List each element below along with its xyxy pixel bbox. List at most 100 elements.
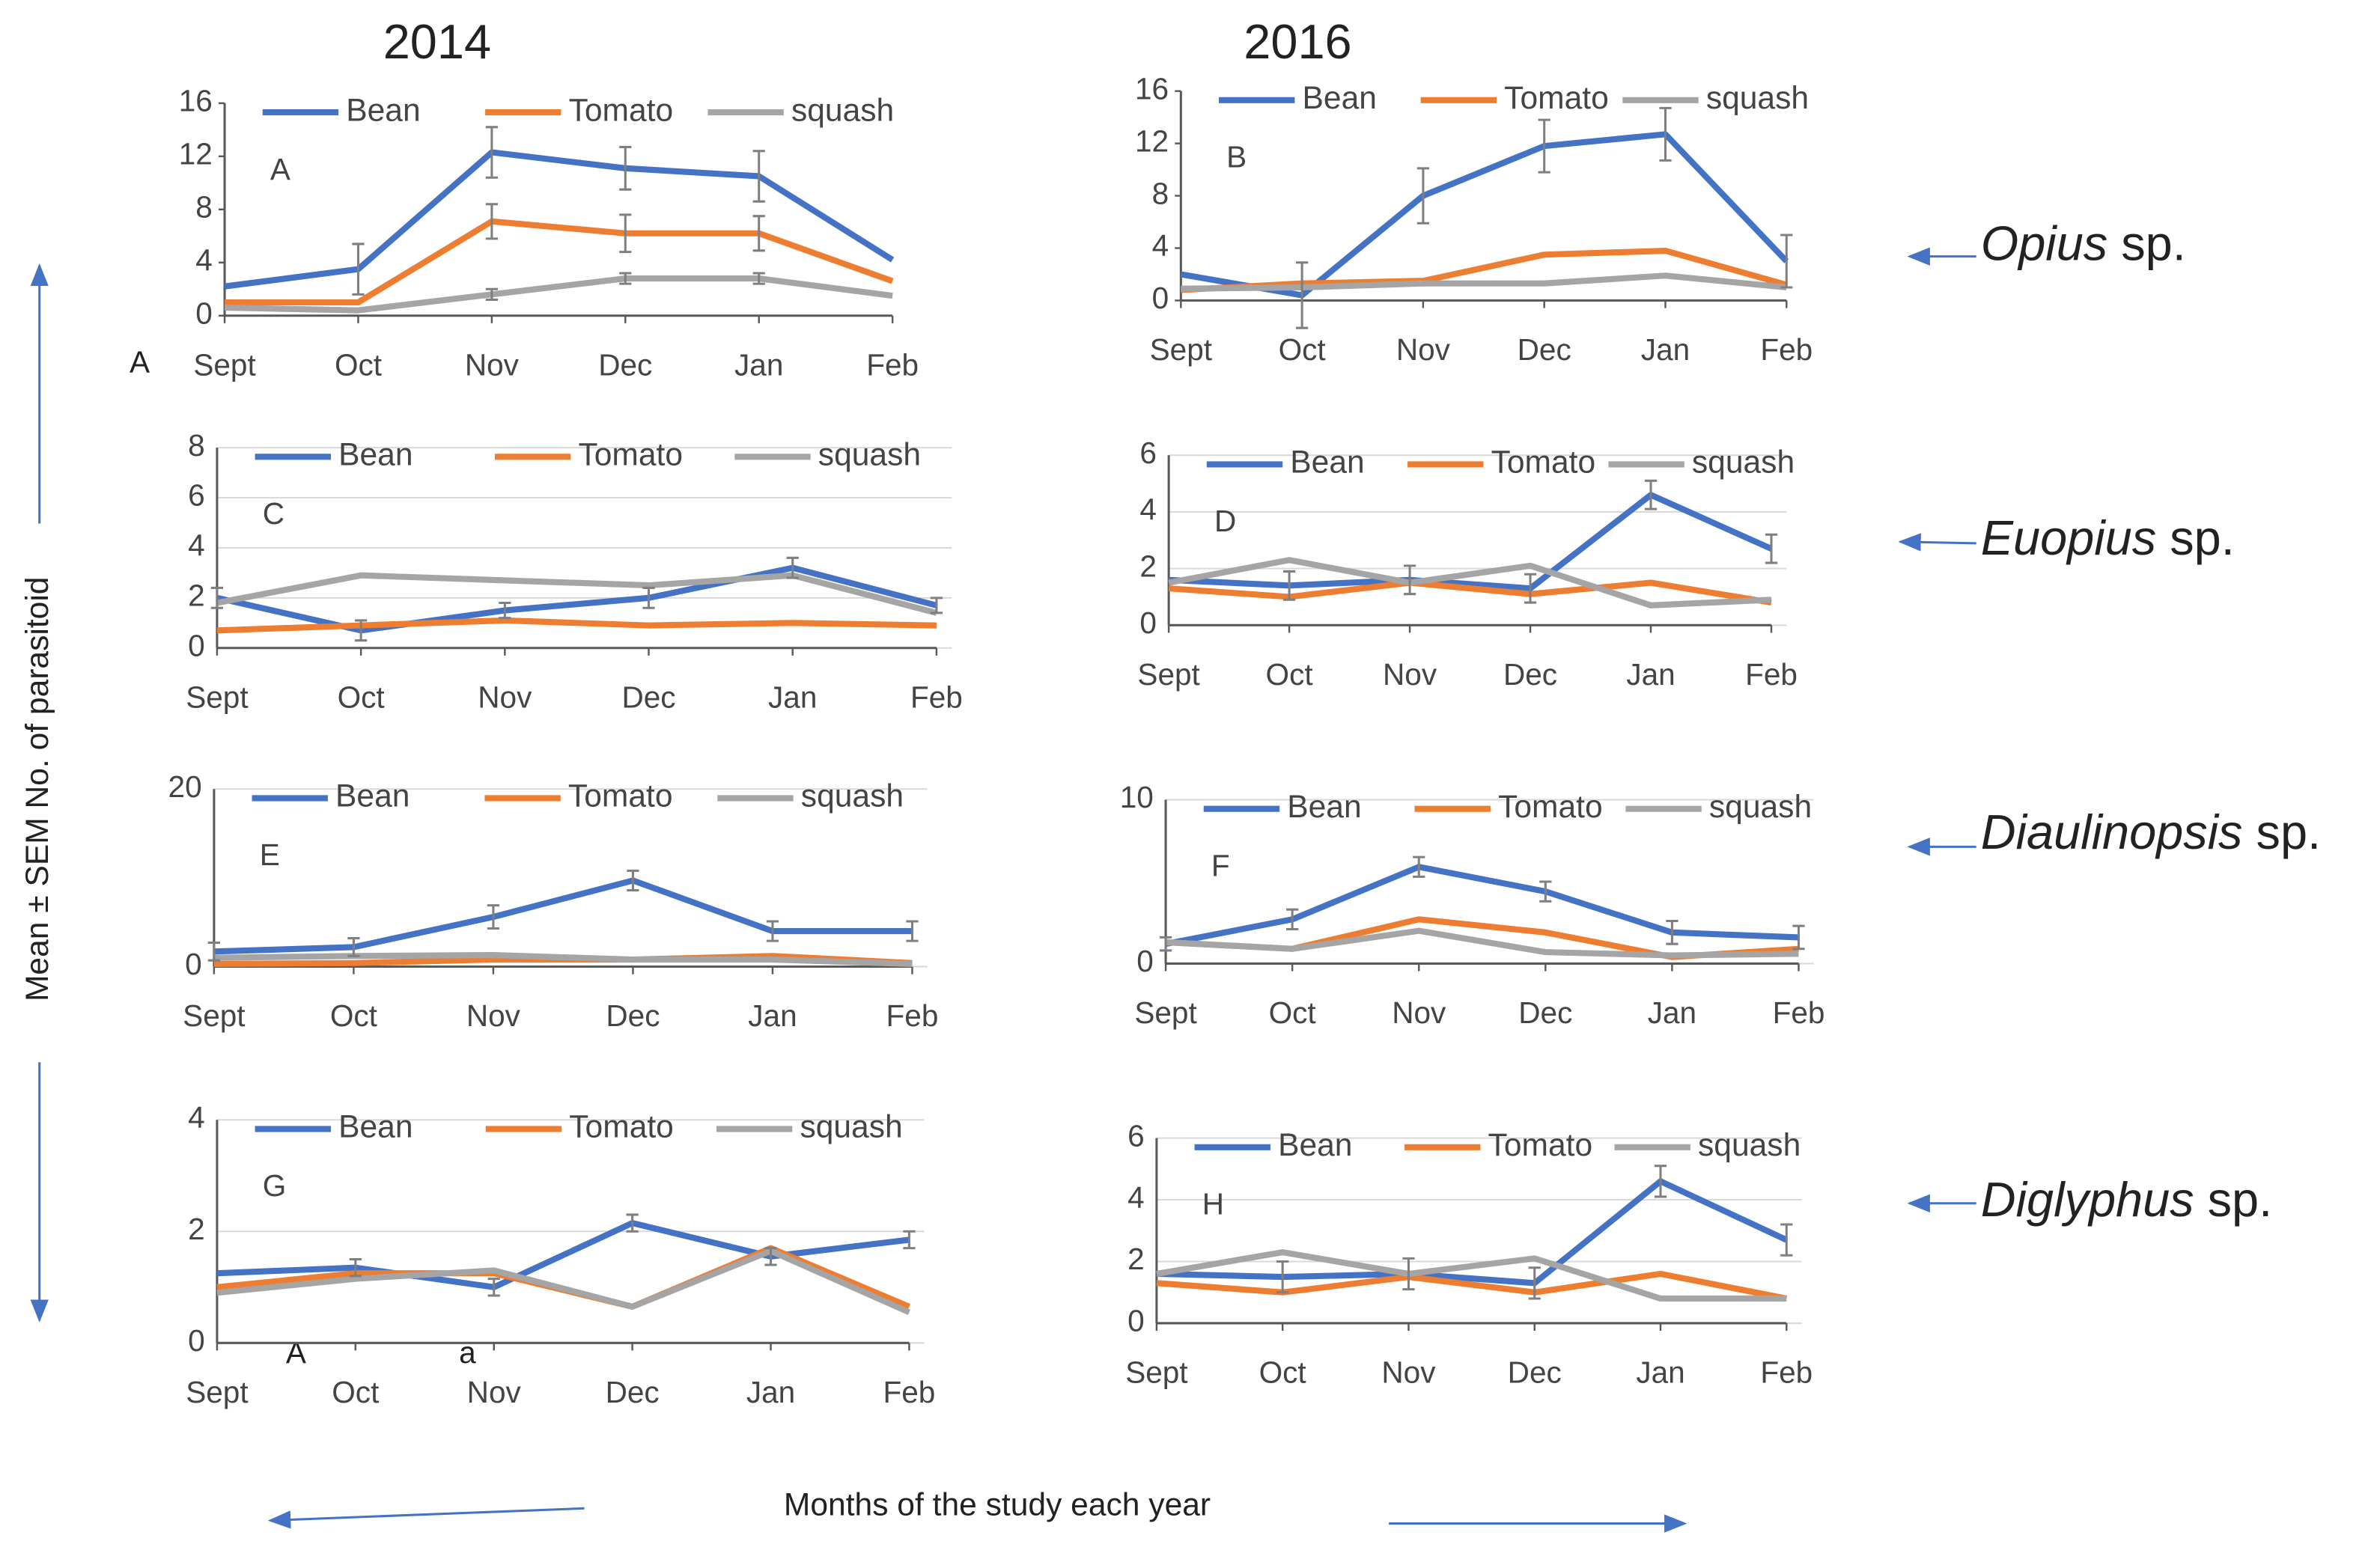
x-tick-label: Feb [886,998,939,1033]
x-tick-label: Oct [338,680,385,714]
x-tick-label: Jan [1641,332,1690,367]
arrow [267,1507,585,1529]
y-tick-label: 4 [188,528,205,563]
x-tick-label: Feb [1760,1355,1813,1390]
error-bar [1413,855,1425,878]
x-tick-label: Jan [1636,1355,1684,1390]
x-tick-label: Feb [1773,995,1825,1030]
legend-label: squash [1692,445,1795,481]
series-line [1168,557,1772,608]
series-line [1181,272,1787,292]
genus: Opius [1981,216,2107,271]
x-tick-label: Oct [1259,1355,1306,1390]
series-line [1165,927,1799,959]
series-line [1168,579,1772,606]
legend-label: Bean [335,778,410,814]
y-tick-label: 2 [188,1212,205,1246]
legend-label: Bean [1303,80,1377,116]
x-tick-label: Dec [1508,1355,1562,1390]
error-bar [752,272,765,285]
series-line [225,218,894,306]
y-tick-label: 0 [1127,1304,1145,1338]
y-tick-label: 12 [1135,123,1169,158]
x-tick-label: Feb [1745,657,1798,692]
arrow [1898,533,1976,552]
y-tick-label: 20 [168,769,202,804]
error-bar [485,203,498,240]
legend-label: Bean [1287,789,1361,825]
error-bar [210,586,224,609]
error-bar [1654,1165,1667,1198]
error-bar [347,937,360,957]
panel-label: D [1214,504,1236,538]
error-bar [485,126,498,179]
legend-label: Tomato [1491,445,1596,481]
stray-label: a [459,1335,476,1370]
error-bar [1416,167,1430,225]
panel-label: A [270,152,290,186]
error-bar [1159,936,1172,952]
panel-label: E [260,838,280,872]
x-tick-label: Sept [183,998,245,1033]
x-tick-label: Jan [748,998,797,1033]
x-tick-label: Dec [606,998,660,1033]
panel: 0 2 4 6 Sept Oct Nov Dec Jan Feb Bean Tomato squash H [1125,1118,1813,1389]
error-bar [1765,533,1778,564]
series-line [1168,492,1773,592]
legend-label: Bean [338,437,413,473]
x-tick-label: Jan [734,347,783,382]
legend-label: Tomato [1488,1127,1593,1163]
genus: Euopius [1981,510,2156,565]
error-bar [207,941,220,962]
series-line [1180,131,1789,299]
y-tick-label: 12 [179,137,213,171]
x-tick-label: Sept [186,680,248,714]
column-title: 2016 [1244,14,1351,69]
y-tick-label: 0 [1139,605,1157,640]
series-line [213,952,913,967]
x-tick-label: Oct [1269,995,1316,1030]
series-line [224,275,893,314]
legend-label: Bean [338,1109,413,1145]
series-line [216,1248,911,1316]
x-tick-label: Feb [883,1375,936,1409]
error-bar [487,1278,500,1297]
error-bar [487,904,500,930]
x-tick-label: Feb [866,347,919,382]
y-tick-label: 0 [1136,944,1154,978]
arrows [30,247,1976,1533]
error-bar [1276,1260,1289,1294]
y-tick-label: 6 [188,478,205,513]
genus: Diglyphus [1981,1172,2194,1227]
error-bar [626,1213,639,1233]
error-bar [1524,573,1537,604]
x-tick-label: Oct [1266,657,1313,692]
panel: 0 10 Sept Oct Nov Dec Jan Feb Bean Tomato squash F [1120,780,1825,1030]
x-tick-label: Nov [465,347,520,382]
stray-label: A [130,344,150,379]
column-title: 2014 [383,14,491,69]
x-tick-label: Oct [335,347,382,382]
series-line [216,617,937,634]
series-line [1156,1249,1787,1302]
species-label: Opius sp. [1981,216,2186,271]
x-tick-label: Dec [621,680,675,714]
x-tick-label: Jan [746,1375,795,1409]
panel: 0 4 8 12 16 Sept Oct Nov Dec Jan Feb Bean Tomato squa… [1135,71,1813,367]
series-line [216,1220,910,1290]
y-tick-label: 4 [1127,1180,1145,1215]
panel-label: F [1211,848,1230,882]
error-bar [764,1247,777,1266]
error-bar [1780,234,1793,289]
y-tick-label: 8 [195,190,213,225]
panel: 0 2 4 6 Sept Oct Nov Dec Jan Feb Bean Tomato squash D [1137,436,1798,692]
error-bar [485,287,498,301]
suffix: sp. [2208,1172,2273,1227]
x-tick-label: Oct [332,1375,379,1409]
x-tick-label: Sept [193,347,255,382]
error-bar [752,150,765,203]
panel: 0 4 8 12 16 Sept Oct Nov Dec Jan Feb Bean Tomato squa… [179,84,919,382]
error-bar [355,619,368,642]
error-bar [752,215,765,252]
